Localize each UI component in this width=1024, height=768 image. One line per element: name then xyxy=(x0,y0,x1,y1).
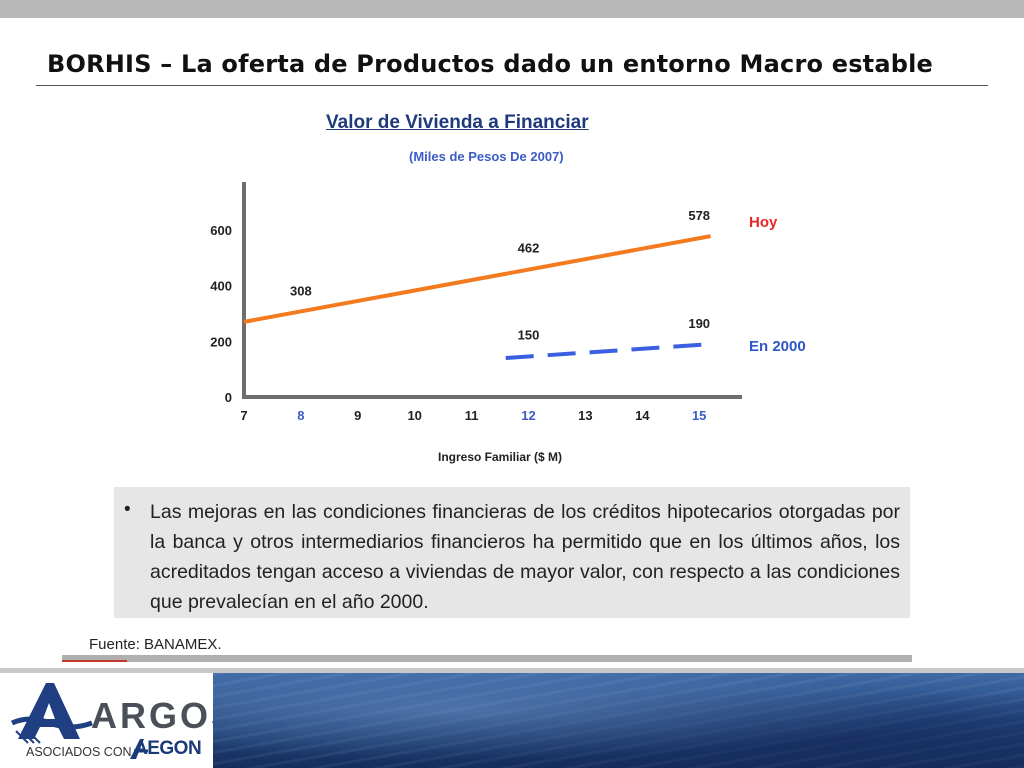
partner-wordmark: AEGON xyxy=(134,738,202,759)
title-divider xyxy=(36,85,988,86)
source-divider xyxy=(62,655,912,662)
aegon-logo-icon xyxy=(130,739,148,759)
footer-separator xyxy=(0,668,1024,673)
x-tick-label: 10 xyxy=(407,408,421,423)
top-bar xyxy=(0,0,1024,18)
chart-subtitle: (Miles de Pesos De 2007) xyxy=(409,149,564,164)
data-label: 308 xyxy=(290,283,312,298)
x-tick-label: 14 xyxy=(635,408,650,423)
data-label: 190 xyxy=(688,316,710,331)
series-line-hoy xyxy=(243,234,711,324)
argos-logo-icon xyxy=(10,683,93,744)
legend-label: Hoy xyxy=(749,214,778,231)
x-tick-label: 7 xyxy=(240,408,247,423)
footer-logo-area xyxy=(0,673,213,768)
x-tick-label: 13 xyxy=(578,408,592,423)
x-tick-label: 9 xyxy=(354,408,361,423)
note-bullet: • xyxy=(124,499,131,520)
note-box: • Las mejoras en las condiciones financi… xyxy=(114,487,910,618)
source-note: Fuente: BANAMEX. xyxy=(89,636,222,653)
brand-tagline: ASOCIADOS CON xyxy=(26,745,132,759)
source-divider-accent xyxy=(62,660,127,662)
data-label: 462 xyxy=(518,240,540,255)
x-tick-label: 12 xyxy=(521,408,535,423)
x-axis-title: Ingreso Familiar ($ M) xyxy=(438,450,562,464)
footer-banner-image xyxy=(213,673,1024,768)
brand-wordmark: ARGOS xyxy=(91,695,239,736)
y-tick-label: 400 xyxy=(210,279,232,294)
y-tick-label: 0 xyxy=(225,390,232,405)
y-tick-label: 200 xyxy=(210,334,232,349)
data-label: 578 xyxy=(688,208,710,223)
note-text: Las mejoras en las condiciones financier… xyxy=(150,501,900,613)
legend-label: En 2000 xyxy=(749,338,806,355)
slide-title: BORHIS – La oferta de Productos dado un … xyxy=(47,50,934,78)
data-label: 150 xyxy=(518,327,540,342)
x-tick-label: 15 xyxy=(692,408,706,423)
x-tick-label: 11 xyxy=(465,408,479,423)
series-line-en-2000 xyxy=(505,342,711,361)
x-tick-label: 8 xyxy=(297,408,304,423)
chart-title: Valor de Vivienda a Financiar xyxy=(326,112,589,133)
y-tick-label: 600 xyxy=(210,223,232,238)
